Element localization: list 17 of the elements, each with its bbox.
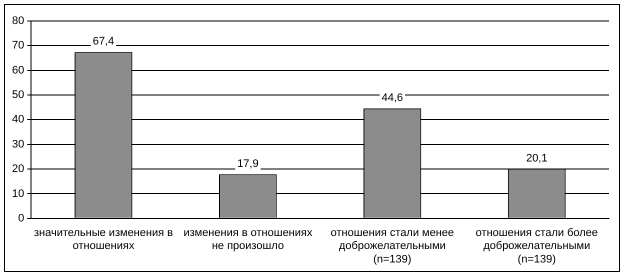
y-tick-label: 0: [18, 212, 24, 224]
y-tick-label: 40: [12, 114, 24, 126]
data-label: 67,4: [92, 36, 114, 48]
x-tick-label: значительные изменения в отношениях: [34, 227, 174, 252]
y-tick-label: 60: [12, 64, 24, 76]
y-tick-label: 80: [12, 15, 24, 28]
y-tick-label: 50: [12, 89, 24, 102]
x-tick-label: изменения в отношениях не произошло: [183, 227, 313, 252]
y-tick-label: 30: [12, 138, 24, 150]
y-tick-label: 70: [12, 40, 24, 52]
x-tick-label: отношения стали менее доброжелательными (n=139): [330, 227, 454, 266]
data-label: 44,6: [382, 92, 404, 104]
data-label: 20,1: [526, 152, 548, 164]
y-tick-label: 10: [12, 188, 24, 200]
x-tick-label: отношения стали более доброжелательными (n=139): [476, 227, 598, 266]
data-label: 17,9: [237, 158, 259, 170]
y-tick-label: 20: [12, 163, 24, 176]
